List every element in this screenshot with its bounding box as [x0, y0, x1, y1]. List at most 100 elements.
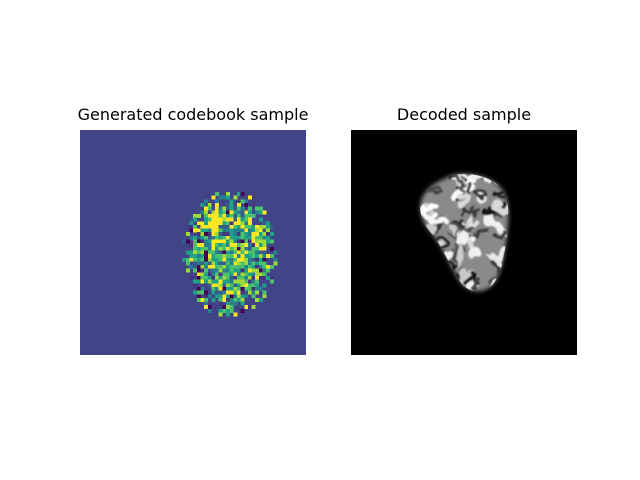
codebook-cell [204, 276, 209, 280]
codebook-cell [229, 272, 234, 277]
codebook-cell [255, 246, 260, 251]
codebook-cell [247, 261, 252, 266]
codebook-cell [240, 265, 245, 269]
codebook-cell [211, 265, 216, 269]
codebook-cell [193, 261, 198, 266]
codebook-cell [240, 268, 245, 273]
codebook-cell [229, 286, 234, 291]
codebook-cell [255, 297, 260, 302]
codebook-cell [226, 294, 230, 299]
brain-gyrus [454, 173, 466, 193]
codebook-cell [226, 243, 230, 248]
codebook-cell [244, 239, 249, 244]
codebook-cell [236, 210, 241, 215]
codebook-cell [215, 290, 219, 295]
codebook-cell [244, 286, 249, 291]
codebook-cell [244, 217, 249, 222]
codebook-cell [218, 254, 223, 259]
codebook-cell [266, 265, 271, 269]
codebook-cell [229, 290, 234, 295]
codebook-cell [207, 239, 212, 244]
codebook-sample-image [80, 130, 306, 355]
codebook-cell [204, 224, 209, 229]
codebook-cell [196, 276, 201, 280]
codebook-cell [240, 308, 245, 313]
brain-gyrus [447, 221, 461, 239]
codebook-cell [258, 265, 263, 269]
codebook-cell [189, 250, 194, 255]
codebook-cell [204, 246, 209, 251]
codebook-cell [196, 257, 201, 262]
codebook-cell [255, 243, 260, 248]
codebook-cell [247, 235, 252, 240]
codebook-cell [215, 265, 219, 269]
codebook-cell [255, 290, 260, 295]
codebook-cell [226, 192, 230, 196]
codebook-cell [215, 261, 219, 266]
codebook-cell [226, 217, 230, 222]
codebook-cell [247, 206, 252, 211]
codebook-cell [251, 239, 256, 244]
codebook-cell [240, 217, 245, 222]
codebook-cell [255, 254, 260, 259]
codebook-cell [233, 283, 238, 288]
codebook-cell [222, 217, 227, 222]
codebook-cell [247, 257, 252, 262]
codebook-cell [258, 257, 263, 262]
codebook-cell [226, 308, 230, 313]
codebook-cell [247, 195, 252, 200]
codebook-cell [233, 301, 238, 306]
codebook-cell [240, 276, 245, 280]
codebook-cell [255, 224, 260, 229]
codebook-cell [182, 239, 187, 244]
codebook-cell [226, 261, 230, 266]
codebook-cell [269, 279, 274, 284]
codebook-cell [196, 228, 201, 233]
codebook-cell [244, 305, 249, 310]
codebook-cell [207, 246, 212, 251]
codebook-cell [189, 228, 194, 233]
codebook-cell [229, 217, 234, 222]
codebook-cell [233, 217, 238, 222]
codebook-cell [266, 224, 271, 229]
codebook-cell [200, 239, 205, 244]
codebook-cell [211, 297, 216, 302]
codebook-cell [226, 239, 230, 244]
codebook-cell [218, 243, 223, 248]
codebook-cell [236, 290, 241, 295]
codebook-cell [244, 213, 249, 218]
codebook-cell [229, 228, 234, 233]
codebook-cell [247, 210, 252, 215]
codebook-cell [236, 257, 241, 262]
codebook-cell [258, 254, 263, 259]
codebook-cell [200, 235, 205, 240]
codebook-cell [226, 210, 230, 215]
codebook-cell [236, 297, 241, 302]
codebook-cell [222, 243, 227, 248]
codebook-cell [262, 265, 267, 269]
codebook-cell [229, 254, 234, 259]
codebook-cell [193, 290, 198, 295]
codebook-cell [200, 221, 205, 226]
codebook-cell [258, 235, 263, 240]
codebook-cell [200, 276, 205, 280]
codebook-cell [189, 235, 194, 240]
codebook-cell [196, 294, 201, 299]
codebook-cell [215, 210, 219, 215]
codebook-heatmap [80, 130, 306, 355]
codebook-cell [215, 217, 219, 222]
codebook-cell [211, 195, 216, 200]
codebook-cell [215, 254, 219, 259]
codebook-cell [215, 239, 219, 244]
codebook-cell [193, 268, 198, 273]
codebook-cell [207, 221, 212, 226]
codebook-cell [247, 265, 252, 269]
codebook-cell [262, 235, 267, 240]
codebook-cell [215, 213, 219, 218]
codebook-cell [262, 257, 267, 262]
codebook-cell [244, 199, 249, 204]
codebook-cell [193, 217, 198, 222]
codebook-cell [189, 254, 194, 259]
codebook-cell [215, 235, 219, 240]
codebook-cell [247, 217, 252, 222]
